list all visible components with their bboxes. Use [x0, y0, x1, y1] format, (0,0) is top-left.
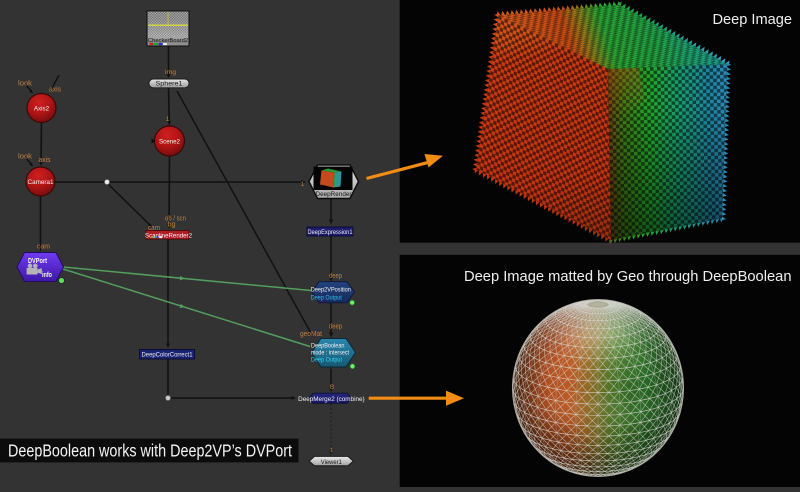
svg-text:info: info — [42, 272, 52, 279]
svg-text:1: 1 — [166, 117, 170, 123]
svg-text:axis: axis — [49, 87, 61, 94]
svg-text:Deep Output: Deep Output — [311, 295, 342, 301]
svg-text:Deep Output: Deep Output — [311, 358, 342, 364]
svg-text:deep: deep — [329, 324, 342, 331]
svg-text:img: img — [165, 69, 176, 76]
svg-text:geoMat: geoMat — [300, 331, 322, 338]
svg-text:look: look — [18, 154, 33, 161]
svg-text:1: 1 — [301, 181, 305, 188]
svg-text:DeepColorCorrect1: DeepColorCorrect1 — [142, 352, 194, 359]
svg-text:cam: cam — [37, 244, 50, 251]
svg-text:Deep Image: Deep Image — [713, 11, 793, 28]
svg-text:ob / scn: ob / scn — [165, 216, 186, 223]
svg-text:Axis2: Axis2 — [34, 106, 50, 113]
svg-text:DeepExpression1: DeepExpression1 — [308, 229, 354, 236]
svg-text:B: B — [330, 384, 334, 391]
svg-text:DeepRender: DeepRender — [316, 191, 353, 198]
svg-text:1: 1 — [330, 448, 333, 454]
svg-text:Viewer1: Viewer1 — [321, 459, 343, 466]
svg-text:Deep2VPosition: Deep2VPosition — [311, 287, 351, 293]
svg-text:CheckerBoard2: CheckerBoard2 — [148, 38, 188, 44]
svg-text:DeepBoolean works with Deep2VP: DeepBoolean works with Deep2VP’s DVPort — [8, 440, 292, 460]
svg-text:DeepBoolean: DeepBoolean — [311, 344, 345, 350]
svg-text:DeepMerge2 (combine): DeepMerge2 (combine) — [298, 396, 365, 403]
svg-text:Sphere1: Sphere1 — [156, 82, 184, 88]
svg-text:bg: bg — [168, 222, 176, 229]
svg-text:DVPort: DVPort — [28, 258, 48, 265]
svg-text:look: look — [18, 81, 33, 88]
svg-text:ScanlineRender2: ScanlineRender2 — [145, 232, 193, 239]
svg-text:cam: cam — [148, 225, 160, 232]
svg-text:Scene2: Scene2 — [159, 139, 181, 146]
svg-text:Camera1: Camera1 — [28, 180, 55, 186]
svg-text:mode : intersect: mode : intersect — [311, 351, 349, 357]
svg-text:axis: axis — [39, 157, 51, 164]
svg-text:Deep Image matted by Geo throu: Deep Image matted by Geo through DeepBoo… — [464, 268, 792, 285]
svg-text:deep: deep — [329, 273, 342, 280]
